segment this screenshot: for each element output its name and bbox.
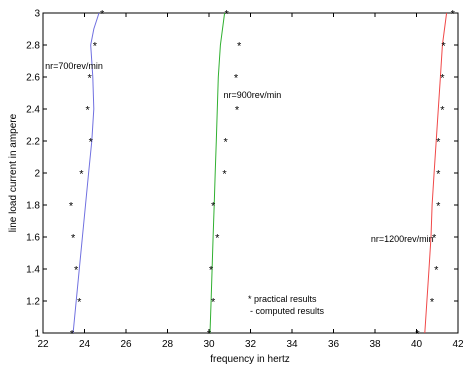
- x-tick-label: 28: [162, 339, 174, 350]
- x-tick-label: 34: [286, 339, 298, 350]
- practical-point: *: [436, 137, 441, 149]
- practical-point: *: [415, 329, 420, 341]
- practical-point: *: [223, 137, 228, 149]
- series-group: * * * * * * * * * * *: [415, 9, 455, 341]
- practical-point: *: [436, 201, 441, 213]
- practical-point: *: [235, 105, 240, 117]
- computed-line: [424, 12, 448, 334]
- x-axis-ticks: 22 24 26 28 30 32 34 36 38 40 42: [37, 13, 463, 350]
- practical-point: *: [434, 265, 439, 277]
- practical-point: *: [211, 201, 216, 213]
- x-tick-label: 36: [328, 339, 340, 350]
- x-tick-label: 42: [452, 339, 463, 350]
- x-tick-label: 38: [369, 339, 381, 350]
- practical-point: *: [89, 137, 94, 149]
- y-tick-label: 3: [34, 9, 40, 20]
- practical-point: *: [237, 41, 242, 53]
- y-tick-label: 2.2: [26, 137, 40, 148]
- y-tick-label: 2.6: [26, 73, 40, 84]
- practical-point: *: [93, 41, 98, 53]
- practical-point: *: [441, 41, 446, 53]
- practical-point: *: [211, 297, 216, 309]
- x-tick-label: 24: [79, 339, 91, 350]
- y-tick-label: 1.6: [26, 233, 40, 244]
- series-annotation: nr=1200rev/min: [371, 234, 434, 244]
- practical-point: *: [440, 105, 445, 117]
- practical-point: *: [207, 329, 212, 341]
- practical-point: *: [70, 329, 75, 341]
- practical-point: *: [432, 233, 437, 245]
- practical-point: *: [436, 169, 441, 181]
- practical-point: *: [79, 169, 84, 181]
- practical-point: *: [74, 265, 79, 277]
- practical-point: *: [451, 9, 456, 21]
- series-layer: * * * * * * * * * * * * * * * * * * * * * * * * * * * * * * * * *: [69, 9, 456, 341]
- computed-line: [209, 12, 226, 334]
- x-tick-label: 22: [37, 339, 49, 350]
- computed-line: [72, 12, 100, 334]
- series-annotation: nr=700rev/min: [45, 61, 103, 71]
- y-tick-label: 1.2: [26, 297, 40, 308]
- practical-point: *: [88, 73, 93, 85]
- annotation-layer: nr=700rev/min nr=900rev/min nr=1200rev/min: [45, 61, 434, 244]
- practical-point: *: [234, 73, 239, 85]
- practical-point: *: [69, 201, 74, 213]
- practical-point: *: [71, 233, 76, 245]
- y-tick-label: 2: [34, 169, 40, 180]
- y-axis-ticks: 1 1.2 1.4 1.6 1.8 2 2.2 2.4 2.6 2.8 3: [26, 9, 458, 340]
- x-tick-label: 40: [411, 339, 423, 350]
- practical-point: *: [224, 9, 229, 21]
- y-tick-label: 1.8: [26, 201, 40, 212]
- y-tick-label: 1.4: [26, 265, 40, 276]
- practical-point: *: [209, 265, 214, 277]
- plot-area: [42, 12, 459, 334]
- practical-point: *: [100, 9, 105, 21]
- series-group: * * * * * * * * * * *: [69, 9, 105, 341]
- y-axis-label: line load current in ampere: [8, 113, 19, 232]
- x-tick-label: 32: [245, 339, 257, 350]
- practical-point: *: [215, 233, 220, 245]
- x-axis-label: frequency in hertz: [210, 354, 290, 365]
- practical-point: *: [77, 297, 82, 309]
- practical-point: *: [222, 169, 227, 181]
- x-tick-label: 26: [120, 339, 132, 350]
- practical-point: *: [440, 73, 445, 85]
- y-tick-label: 2.8: [26, 41, 40, 52]
- series-annotation: nr=900rev/min: [224, 90, 282, 100]
- y-tick-label: 1: [34, 329, 40, 340]
- legend-computed: - computed results: [250, 306, 325, 316]
- practical-point: *: [430, 297, 435, 309]
- y-tick-label: 2.4: [26, 105, 40, 116]
- legend-practical: * practical results: [248, 294, 317, 304]
- practical-point: *: [85, 105, 90, 117]
- series-group: * * * * * * * * * * *: [207, 9, 242, 341]
- x-tick-label: 30: [203, 339, 215, 350]
